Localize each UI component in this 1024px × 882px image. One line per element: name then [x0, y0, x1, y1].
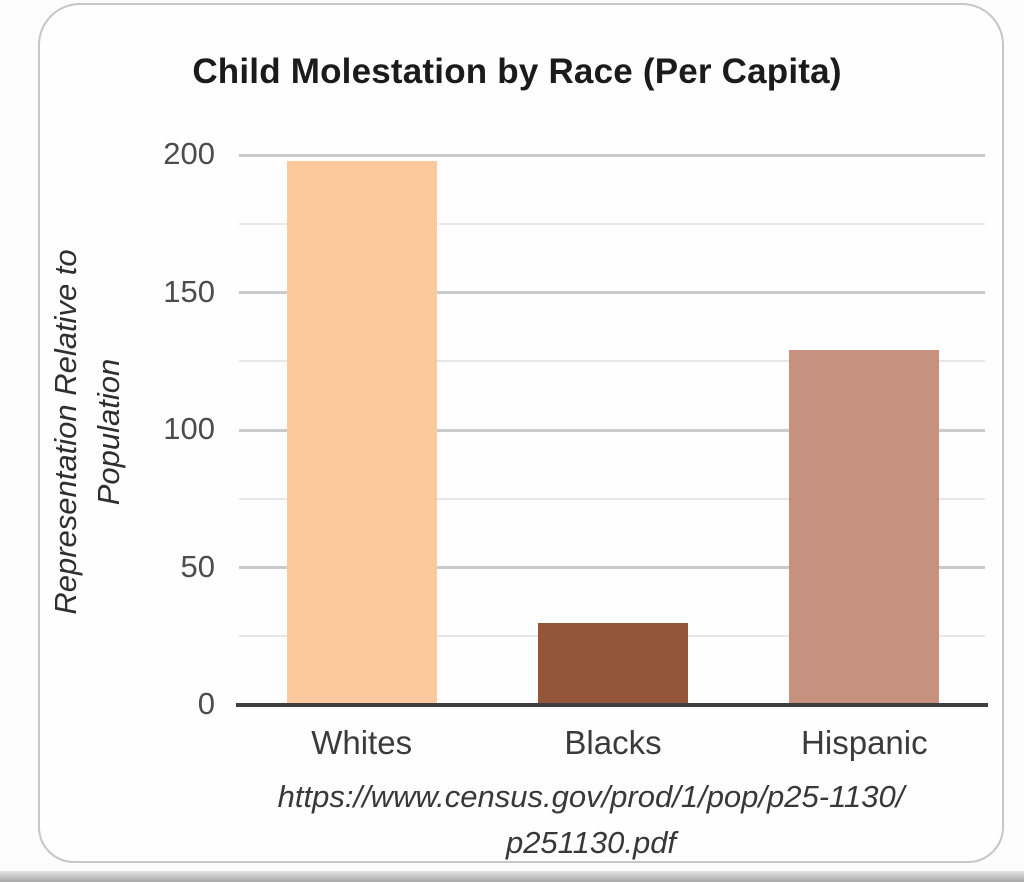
major-gridline-100: [239, 428, 985, 432]
minor-gridline-125: [239, 360, 985, 363]
source-url-line-1: https://www.census.gov/prod/1/pop/p25-11…: [277, 779, 905, 814]
major-gridline-150: [239, 291, 985, 294]
minor-gridline-175: [239, 222, 985, 225]
y-tick-label-100: 100: [163, 411, 215, 446]
y-tick-label-200: 200: [163, 136, 215, 171]
bar-hispanic: [789, 350, 940, 705]
major-gridline-50: [239, 566, 985, 569]
x-category-label-hispanic: Hispanic: [801, 724, 928, 761]
x-category-label-whites: Whites: [311, 724, 413, 761]
source-citation: https://www.census.gov/prod/1/pop/p25-11…: [217, 774, 965, 866]
y-axis-title-line-1: Representation Relative to: [48, 249, 83, 615]
y-tick-label-50: 50: [180, 548, 215, 584]
y-tick-label-0: 0: [197, 686, 215, 721]
minor-gridline-75: [239, 497, 985, 500]
y-tick-label-150: 150: [163, 273, 215, 309]
x-category-label-blacks: Blacks: [564, 724, 662, 761]
bar-whites: [286, 160, 437, 705]
source-url-line-2: p251130.pdf: [505, 825, 677, 860]
x-axis-baseline: [236, 703, 988, 707]
major-gridline-200: [239, 153, 985, 157]
photo-bottom-edge: [0, 871, 1024, 882]
bar-blacks: [538, 622, 688, 705]
chart-title: Child Molestation by Race (Per Capita): [192, 52, 842, 91]
